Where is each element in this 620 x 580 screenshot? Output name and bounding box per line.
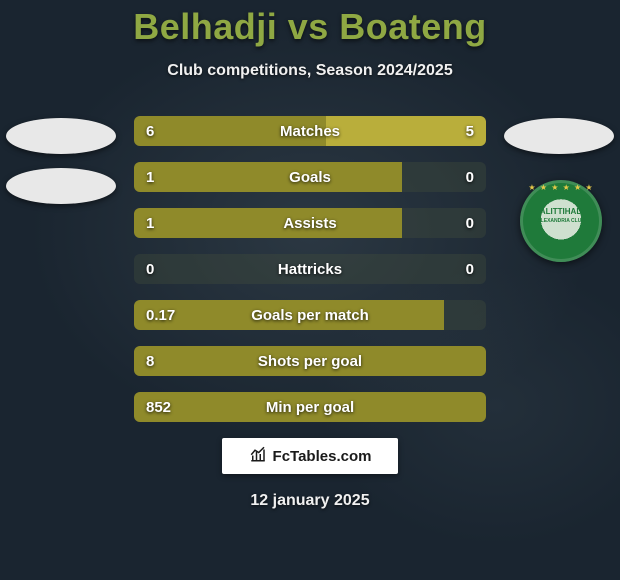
value-left: 852 [146,392,171,422]
bar-left [134,116,326,146]
club-badge-stars: ★ ★ ★ ★ ★ ★ [520,183,602,192]
value-left: 6 [146,116,154,146]
bar-left [134,208,402,238]
date-label: 12 january 2025 [0,492,620,510]
club-badge-sub: ALEXANDRIA CLUB [520,218,602,224]
stat-row: 8Shots per goal [134,346,486,376]
bar-left [134,162,402,192]
bar-left [134,300,444,330]
bar-right [326,116,486,146]
value-left: 1 [146,162,154,192]
player1-badge-a [6,118,116,154]
bar-track [134,254,486,284]
page-title: Belhadji vs Boateng [0,6,620,48]
value-left: 0 [146,254,154,284]
stat-row: 10Goals [134,162,486,192]
value-left: 0.17 [146,300,175,330]
chart-icon [249,445,267,468]
stat-row: 852Min per goal [134,392,486,422]
brand-text: FcTables.com [273,448,372,465]
stat-row: 10Assists [134,208,486,238]
stat-row: 0.17Goals per match [134,300,486,330]
comparison-rows: 65Matches10Goals10Assists00Hattricks0.17… [0,116,620,422]
value-right: 0 [466,162,474,192]
bar-left [134,392,486,422]
value-right: 5 [466,116,474,146]
club-badge: ★ ★ ★ ★ ★ ★ ALITTIHAD ALEXANDRIA CLUB [520,180,602,262]
club-badge-name: ALITTIHAD [520,208,602,216]
value-right: 0 [466,254,474,284]
stat-row: 65Matches [134,116,486,146]
player1-badge-b [6,168,116,204]
subtitle: Club competitions, Season 2024/2025 [0,62,620,80]
player2-badge-a [504,118,614,154]
bar-left [134,346,486,376]
value-right: 0 [466,208,474,238]
value-left: 1 [146,208,154,238]
stat-row: 00Hattricks [134,254,486,284]
brand-badge: FcTables.com [222,438,398,474]
value-left: 8 [146,346,154,376]
